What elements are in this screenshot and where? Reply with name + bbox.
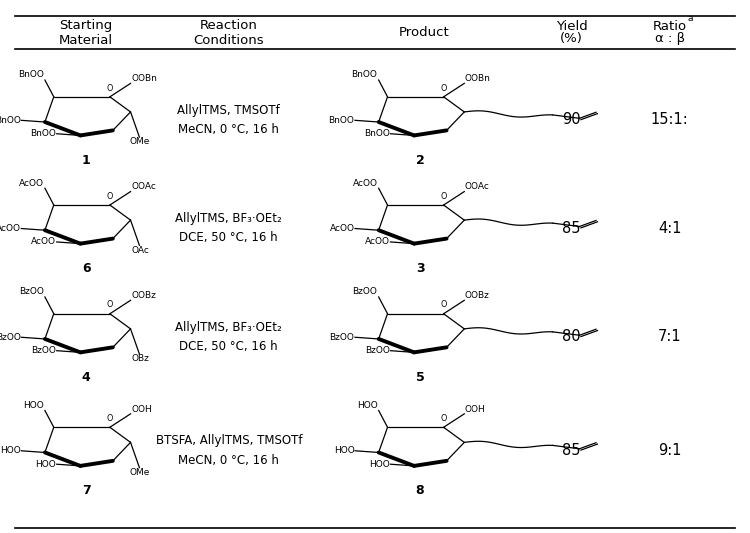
Text: 1: 1	[82, 154, 91, 167]
Text: O: O	[106, 84, 113, 93]
Text: OAc: OAc	[131, 246, 149, 255]
Text: O: O	[440, 192, 447, 201]
Text: 9:1: 9:1	[658, 443, 682, 458]
Text: 8: 8	[416, 484, 424, 497]
Text: O: O	[440, 301, 447, 310]
Text: OBz: OBz	[131, 354, 149, 364]
Text: OOBz: OOBz	[465, 291, 490, 300]
Text: Ratio: Ratio	[652, 20, 687, 33]
Text: OOAc: OOAc	[465, 182, 490, 191]
Text: 85: 85	[562, 443, 580, 458]
Text: OMe: OMe	[130, 468, 150, 477]
Text: OOAc: OOAc	[131, 182, 156, 191]
Text: Yield: Yield	[556, 20, 587, 33]
Text: AllylTMS, TMSOTf
MeCN, 0 °C, 16 h: AllylTMS, TMSOTf MeCN, 0 °C, 16 h	[177, 104, 280, 136]
Text: HOO: HOO	[357, 401, 377, 410]
Text: 80: 80	[562, 329, 580, 344]
Text: AcOO: AcOO	[365, 238, 390, 246]
Text: O: O	[440, 84, 447, 93]
Text: (%): (%)	[560, 33, 583, 45]
Text: O: O	[106, 301, 113, 310]
Text: Starting
Material: Starting Material	[59, 19, 113, 46]
Text: O: O	[440, 414, 447, 423]
Text: BnOO: BnOO	[352, 70, 377, 79]
Text: OOBn: OOBn	[131, 74, 157, 83]
Text: HOO: HOO	[35, 460, 56, 469]
Text: BnOO: BnOO	[30, 130, 56, 138]
Text: AcOO: AcOO	[352, 179, 377, 188]
Text: OOH: OOH	[465, 405, 486, 414]
Text: AcOO: AcOO	[32, 238, 56, 246]
Text: BzOO: BzOO	[32, 346, 56, 355]
Text: 6: 6	[82, 262, 91, 275]
Text: Reaction
Conditions: Reaction Conditions	[194, 19, 264, 46]
Text: Product: Product	[398, 26, 449, 39]
Text: BzOO: BzOO	[365, 346, 390, 355]
Text: BTSFA, AllylTMS, TMSOTf
MeCN, 0 °C, 16 h: BTSFA, AllylTMS, TMSOTf MeCN, 0 °C, 16 h	[155, 434, 302, 466]
Text: BzOO: BzOO	[352, 287, 377, 296]
Text: BnOO: BnOO	[364, 130, 390, 138]
Text: AllylTMS, BF₃·OEt₂
DCE, 50 °C, 16 h: AllylTMS, BF₃·OEt₂ DCE, 50 °C, 16 h	[176, 212, 282, 244]
Text: OMe: OMe	[130, 138, 150, 147]
Text: 7:1: 7:1	[658, 329, 682, 344]
Text: 85: 85	[562, 221, 580, 236]
Text: BzOO: BzOO	[329, 333, 355, 342]
Text: a: a	[688, 14, 694, 22]
Text: BnOO: BnOO	[18, 70, 44, 79]
Text: HOO: HOO	[0, 446, 21, 455]
Text: BnOO: BnOO	[0, 116, 21, 125]
Text: 4: 4	[82, 371, 91, 384]
Text: 5: 5	[416, 371, 424, 384]
Text: O: O	[106, 414, 113, 423]
Text: 3: 3	[416, 262, 424, 275]
Text: AcOO: AcOO	[329, 224, 355, 233]
Text: 2: 2	[416, 154, 424, 167]
Text: 4:1: 4:1	[658, 221, 682, 236]
Text: AcOO: AcOO	[0, 224, 21, 233]
Text: AcOO: AcOO	[19, 179, 44, 188]
Text: HOO: HOO	[369, 460, 390, 469]
Text: α : β: α : β	[655, 33, 685, 45]
Text: BzOO: BzOO	[0, 333, 21, 342]
Text: O: O	[106, 192, 113, 201]
Text: OOBz: OOBz	[131, 291, 156, 300]
Text: 90: 90	[562, 112, 580, 127]
Text: 7: 7	[82, 484, 91, 497]
Text: AllylTMS, BF₃·OEt₂
DCE, 50 °C, 16 h: AllylTMS, BF₃·OEt₂ DCE, 50 °C, 16 h	[176, 321, 282, 353]
Text: OOBn: OOBn	[465, 74, 490, 83]
Text: OOH: OOH	[131, 405, 152, 414]
Text: HOO: HOO	[23, 401, 44, 410]
Text: BzOO: BzOO	[19, 287, 44, 296]
Text: HOO: HOO	[334, 446, 355, 455]
Text: 15:1:: 15:1:	[651, 112, 688, 127]
Text: BnOO: BnOO	[328, 116, 355, 125]
